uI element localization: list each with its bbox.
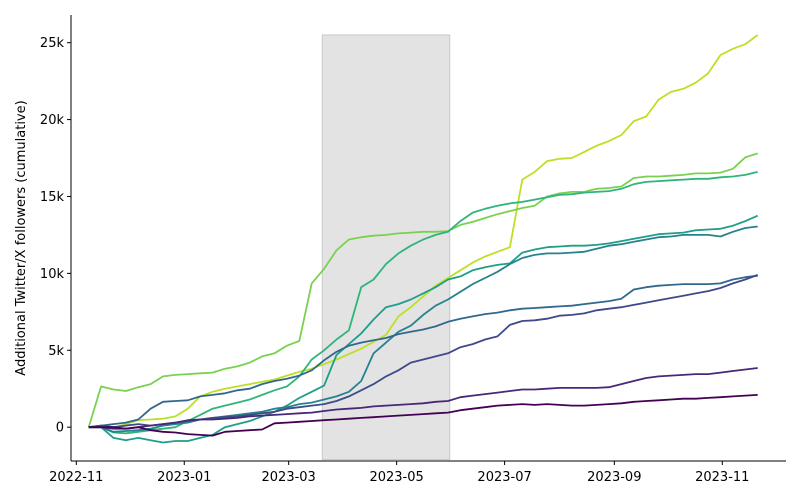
x-tick-label: 2023-11 [695, 470, 749, 485]
axes-layer: 0 5k 10k 15k 20k 25k 2022-11 2023-01 2023-03 2023… [40, 15, 786, 485]
series-line-9 [88, 394, 758, 437]
series-layer [87, 34, 759, 444]
y-tick-label: 0 [56, 421, 64, 436]
y-tick-label: 20k [40, 113, 65, 128]
x-tick-label: 2023-09 [587, 470, 641, 485]
highlight-span [321, 34, 451, 460]
x-tick-label: 2023-01 [157, 470, 211, 485]
x-tick-label: 2022-11 [49, 470, 103, 485]
series-line-6 [88, 274, 758, 429]
y-tick-label: 15k [40, 190, 65, 205]
y-tick-label: 5k [48, 344, 64, 359]
x-tick-label: 2023-07 [477, 470, 531, 485]
y-tick-label: 25k [40, 36, 65, 51]
y-tick-label: 10k [40, 267, 65, 282]
series-line-3 [88, 171, 758, 435]
x-tick-label: 2023-05 [369, 470, 423, 485]
series-line-4 [88, 214, 759, 444]
series-line-2 [87, 152, 758, 428]
highlight-span-layer [321, 34, 451, 460]
x-tick-label: 2023-03 [262, 470, 316, 485]
y-axis-label: Additional Twitter/X followers (cumulati… [14, 100, 29, 375]
series-line-8 [88, 367, 758, 430]
